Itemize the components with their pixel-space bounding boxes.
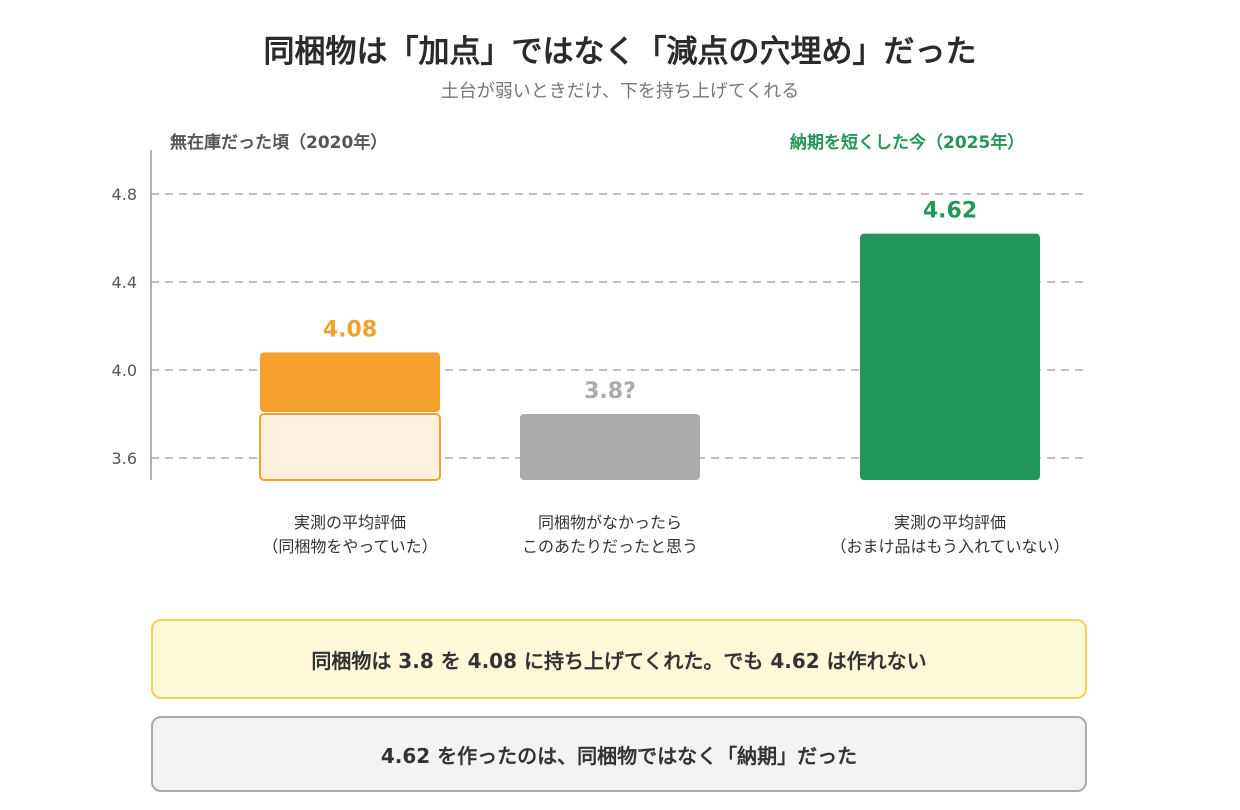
- y-tick-label: 4.4: [112, 273, 137, 292]
- bar-base-segment: [259, 413, 441, 481]
- highlight-message-box: 同梱物は 3.8 を 4.08 に持ち上げてくれた。でも 4.62 は作れない: [151, 619, 1087, 699]
- group-label-now: 納期を短くした今（2025年）: [790, 133, 1025, 153]
- conclusion-message-box: 4.62 を作ったのは、同梱物ではなく「納期」だった: [151, 716, 1087, 792]
- chart-subtitle: 土台が弱いときだけ、下を持ち上げてくれる: [440, 81, 800, 102]
- category-label: このあたりだったと思う: [522, 537, 698, 556]
- chart-title: 同梱物は「加点」ではなく「減点の穴埋め」だった: [263, 34, 977, 70]
- category-label: 同梱物がなかったら: [538, 513, 682, 532]
- bar-boost-segment: [260, 352, 440, 412]
- y-tick-label: 3.6: [112, 449, 137, 468]
- highlight-message-text: 同梱物は 3.8 を 4.08 に持ち上げてくれた。でも 4.62 は作れない: [311, 648, 927, 673]
- category-label: （同梱物をやっていた）: [262, 537, 437, 556]
- bar-value-label: 3.8?: [584, 379, 636, 404]
- bar-chart: 3.6 4.0 4.4 4.8 4.08 実測の平均評価 （同梱物をやっていた） 3.8? 同梱…: [112, 150, 1088, 556]
- conclusion-message-text: 4.62 を作ったのは、同梱物ではなく「納期」だった: [380, 743, 858, 768]
- category-label: 実測の平均評価: [894, 513, 1006, 532]
- bar-value-label: 4.62: [923, 199, 977, 224]
- bar-value-label: 4.08: [323, 317, 377, 342]
- category-label: 実測の平均評価: [294, 513, 406, 532]
- y-tick-label: 4.0: [112, 361, 137, 380]
- category-label: （おまけ品はもう入れていない）: [830, 537, 1069, 556]
- group-label-before: 無在庫だった頃（2020年）: [170, 133, 388, 153]
- bar: [860, 233, 1040, 480]
- y-tick-label: 4.8: [112, 185, 137, 204]
- bar: [520, 414, 700, 480]
